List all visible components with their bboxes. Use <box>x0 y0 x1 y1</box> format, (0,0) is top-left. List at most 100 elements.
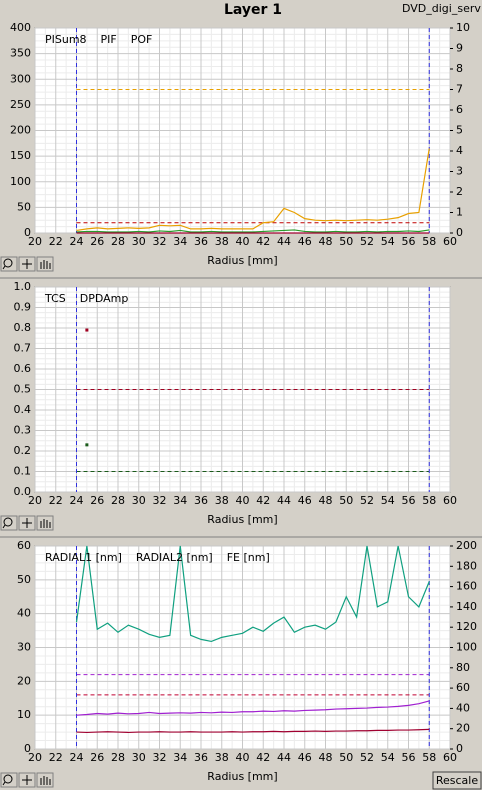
y2-tick-label: 6 <box>456 103 463 116</box>
zoom-icon <box>2 781 6 786</box>
toolbar-button[interactable] <box>36 256 54 272</box>
button-frame <box>432 771 482 790</box>
y2-tick-label: 60 <box>456 681 470 694</box>
x-tick-label: 54 <box>381 494 395 507</box>
y-tick-label: 10 <box>17 708 31 721</box>
y2-tick-label: 8 <box>456 62 463 75</box>
y2-tick-label: 180 <box>456 559 477 572</box>
x-tick-label: 46 <box>298 494 312 507</box>
x-tick-label: 58 <box>422 494 436 507</box>
x-tick-label: 36 <box>194 235 208 248</box>
x-tick-label: 44 <box>277 751 291 764</box>
x-tick-label: 26 <box>90 494 104 507</box>
y-tick-label: 0.4 <box>14 403 32 416</box>
y-tick-label: 30 <box>17 641 31 654</box>
series-line <box>75 545 430 643</box>
zoom-icon <box>3 258 13 268</box>
y2-tick-label: 200 <box>456 539 477 552</box>
x-tick-label: 24 <box>70 235 84 248</box>
y-tick-label: 0 <box>24 742 31 755</box>
y2-tick-label: 40 <box>456 701 470 714</box>
y-tick-label: 0.7 <box>14 342 32 355</box>
y-tick-label: 0.9 <box>14 301 32 314</box>
x-tick-label: 40 <box>236 494 250 507</box>
x-tick-label: 52 <box>360 751 374 764</box>
x-tick-label: 54 <box>381 751 395 764</box>
y-tick-label: 0.3 <box>14 424 32 437</box>
y-tick-label: 250 <box>10 98 31 111</box>
x-tick-label: 42 <box>256 235 270 248</box>
x-tick-label: 56 <box>402 235 416 248</box>
x-tick-label: 58 <box>422 751 436 764</box>
y-tick-label: 50 <box>17 573 31 586</box>
y-tick-label: 0.0 <box>14 485 32 498</box>
y-tick-label: 100 <box>10 175 31 188</box>
x-tick-label: 34 <box>173 751 187 764</box>
x-tick-label: 50 <box>339 235 353 248</box>
x-tick-label: 60 <box>443 235 457 248</box>
hand-icon <box>40 776 51 785</box>
y-tick-label: 200 <box>10 124 31 137</box>
y-tick-label: 0.2 <box>14 444 32 457</box>
button-label[interactable]: Rescale <box>436 774 478 787</box>
y-tick-label: 400 <box>10 21 31 34</box>
y2-tick-label: 9 <box>456 42 463 55</box>
y2-tick-label: 3 <box>456 165 463 178</box>
y2-tick-label: 160 <box>456 580 477 593</box>
legend-entry: RADIAL1 [nm] <box>45 551 122 564</box>
y2-tick-label: 20 <box>456 722 470 735</box>
y-tick-label: 0.1 <box>14 465 32 478</box>
x-tick-label: 28 <box>111 751 125 764</box>
tab-label: DVD_digi_serv <box>402 2 481 15</box>
x-tick-label: 40 <box>236 235 250 248</box>
x-tick-label: 30 <box>132 494 146 507</box>
x-tick-label: 22 <box>49 751 63 764</box>
x-tick-label: 36 <box>194 751 208 764</box>
x-tick-label: 58 <box>422 235 436 248</box>
window-title: Layer 1 <box>224 2 282 18</box>
series-line <box>76 229 430 233</box>
x-tick-label: 60 <box>443 494 457 507</box>
x-tick-label: 44 <box>277 494 291 507</box>
series-line <box>76 148 430 232</box>
y-tick-label: 50 <box>17 200 31 213</box>
y2-tick-label: 0 <box>456 742 463 755</box>
legend-entry: DPDAmp <box>80 292 129 305</box>
x-tick-label: 40 <box>236 751 250 764</box>
rescale-button[interactable]: Rescale <box>432 771 482 790</box>
x-tick-label: 52 <box>360 494 374 507</box>
y-tick-label: 350 <box>10 47 31 60</box>
x-tick-label: 30 <box>132 235 146 248</box>
x-tick-label: 50 <box>339 751 353 764</box>
x-tick-label: 48 <box>319 751 333 764</box>
x-tick-label: 44 <box>277 235 291 248</box>
x-tick-label: 48 <box>319 494 333 507</box>
toolbar-button[interactable] <box>36 772 54 788</box>
legend-entry: PISum8 <box>45 33 87 46</box>
x-tick-label: 50 <box>339 494 353 507</box>
x-tick-label: 30 <box>132 751 146 764</box>
y2-tick-label: 2 <box>456 185 463 198</box>
x-axis-label: Radius [mm] <box>207 513 277 526</box>
series-line <box>76 728 430 734</box>
toolbar-button[interactable] <box>36 515 54 531</box>
y-tick-label: 0.8 <box>14 321 32 334</box>
x-tick-label: 34 <box>173 494 187 507</box>
y-tick-label: 60 <box>17 539 31 552</box>
x-tick-label: 36 <box>194 494 208 507</box>
x-tick-label: 28 <box>111 235 125 248</box>
x-tick-label: 38 <box>215 235 229 248</box>
x-tick-label: 20 <box>28 235 42 248</box>
y-tick-label: 1.0 <box>14 280 32 293</box>
y-tick-label: 20 <box>17 674 31 687</box>
point <box>85 443 89 447</box>
series-line <box>76 700 430 716</box>
legend-entry: FE [nm] <box>227 551 270 564</box>
x-tick-label: 48 <box>319 235 333 248</box>
y2-tick-label: 140 <box>456 600 477 613</box>
x-tick-label: 32 <box>153 751 167 764</box>
zoom-icon <box>3 517 13 527</box>
x-tick-label: 42 <box>256 751 270 764</box>
